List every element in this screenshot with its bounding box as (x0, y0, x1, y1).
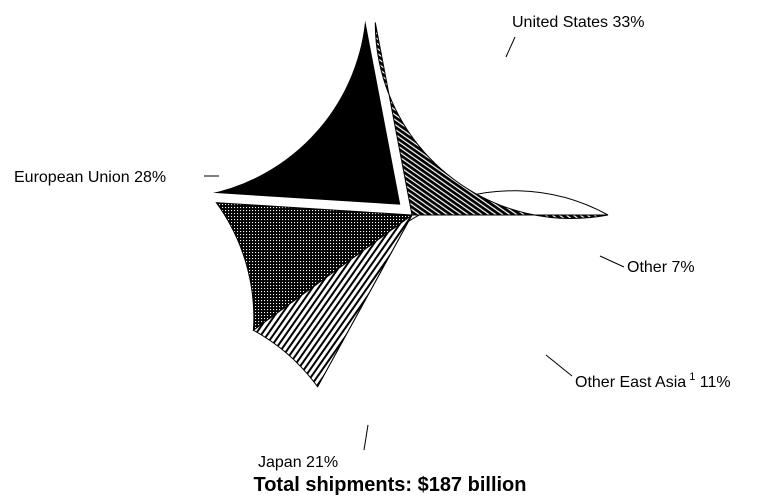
slice-label-other: Other 7% (627, 259, 695, 276)
slice-label-name: United States (512, 14, 608, 31)
leader-line-united-states (505, 36, 516, 58)
pie-slice-japan (205, 13, 403, 207)
slice-label-value: 21% (302, 454, 338, 471)
leader-line-other-east-asia (545, 354, 573, 377)
slice-label-european-union: European Union 28% (14, 169, 166, 186)
slice-label-other-east-asia: Other East Asia 1 11% (575, 371, 731, 391)
pie-slice-european-union (374, 22, 609, 219)
leader-line-other (599, 255, 625, 268)
slice-label-name: Other East Asia (575, 374, 686, 391)
slice-label-value: 33% (608, 14, 644, 31)
slice-label-value: 7% (667, 259, 695, 276)
slice-label-united-states: United States 33% (512, 14, 645, 31)
slice-label-name: Japan (258, 454, 302, 471)
slice-label-name: Other (627, 259, 668, 276)
pie-slice-other-east-asia (215, 202, 414, 332)
slice-label-value: 11% (695, 374, 730, 391)
slice-label-japan: Japan 21% (258, 454, 338, 471)
slice-label-value: 28% (130, 169, 166, 186)
chart-footer-total: Total shipments: $187 billion (253, 474, 527, 496)
slice-label-name: European Union (14, 169, 130, 186)
leader-line-japan (363, 424, 369, 451)
slice-label-footnote: 1 (686, 371, 695, 383)
